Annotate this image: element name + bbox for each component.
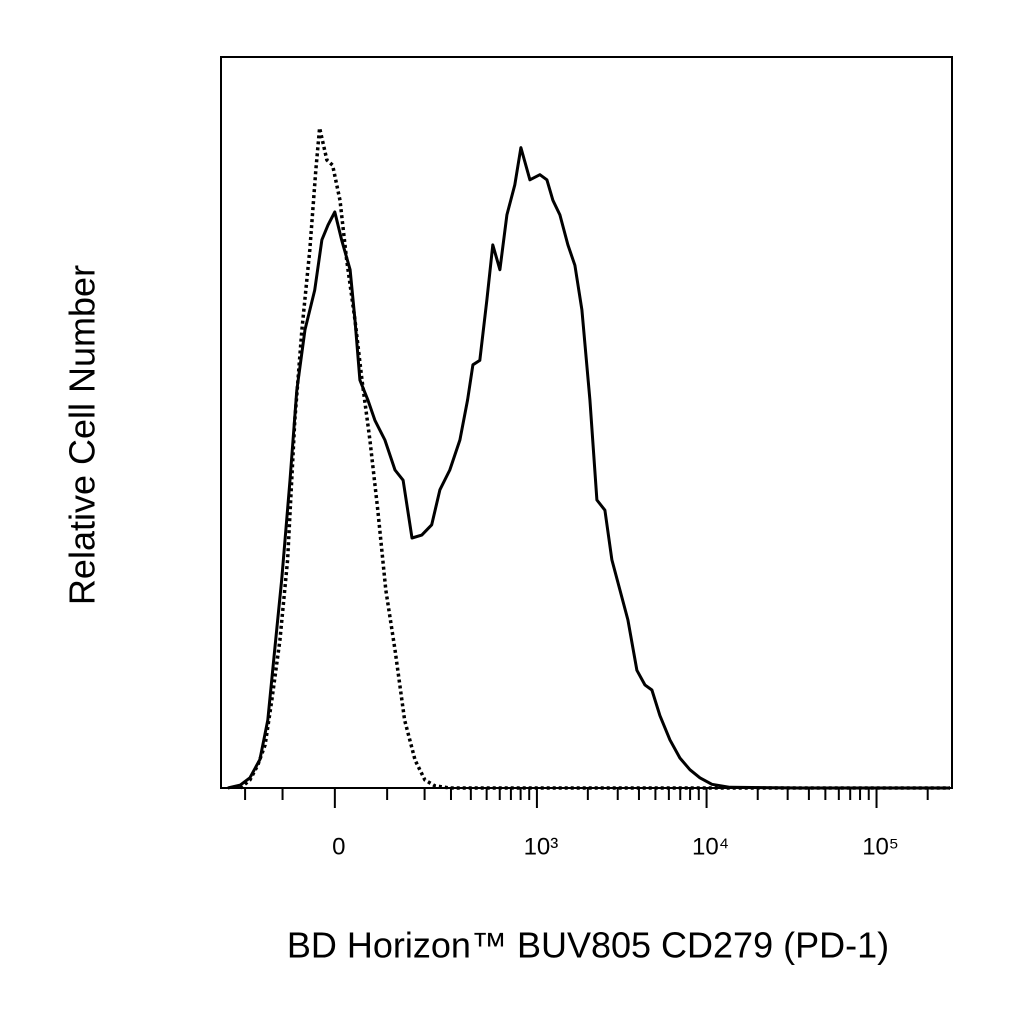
- x-axis-label: BD Horizon™ BUV805 CD279 (PD-1): [287, 925, 889, 966]
- x-tick-label: 10⁵: [862, 833, 899, 860]
- histogram-line: [239, 126, 950, 790]
- x-tick-label: 10⁴: [692, 833, 729, 860]
- plot-frame: [220, 56, 953, 789]
- x-tick-label: 10³: [524, 833, 559, 860]
- x-tick-label: 0: [332, 833, 345, 860]
- y-axis-label: Relative Cell Number: [62, 265, 103, 605]
- histogram-line: [227, 146, 950, 790]
